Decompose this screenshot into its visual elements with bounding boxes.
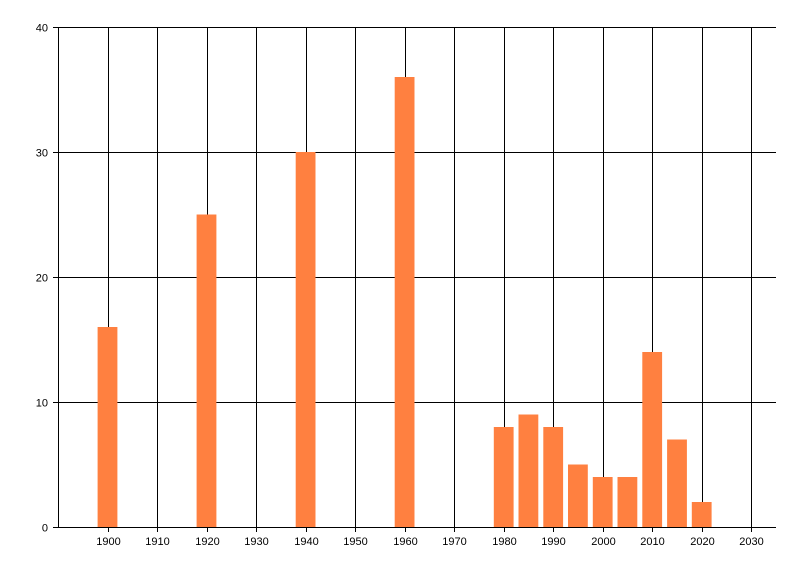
bar-1900 <box>97 327 118 527</box>
x-tick-label-1900: 1900 <box>96 536 120 548</box>
bar-1920 <box>196 214 217 527</box>
x-tick-label-1950: 1950 <box>343 536 367 548</box>
x-tick-label-1910: 1910 <box>145 536 169 548</box>
x-tick-label-1970: 1970 <box>442 536 466 548</box>
bar-1995 <box>568 464 588 527</box>
x-tick-label-1920: 1920 <box>195 536 219 548</box>
bar-1940 <box>295 152 316 527</box>
y-tick-label-40: 40 <box>36 23 48 35</box>
x-tick-label-2010: 2010 <box>640 536 664 548</box>
x-tick-label-1980: 1980 <box>492 536 516 548</box>
x-tick-label-1930: 1930 <box>244 536 268 548</box>
y-tick-label-20: 20 <box>36 273 48 285</box>
y-tick-label-10: 10 <box>36 398 48 410</box>
bar-1990 <box>543 427 564 527</box>
bars <box>97 77 712 527</box>
bar-1980 <box>493 427 514 527</box>
x-tick-label-1990: 1990 <box>541 536 565 548</box>
x-tick-label-1960: 1960 <box>393 536 417 548</box>
x-tick-label-2030: 2030 <box>739 536 763 548</box>
bar-1960 <box>394 77 415 527</box>
bar-2015 <box>667 439 687 527</box>
bar-2005 <box>617 477 638 527</box>
axes <box>58 27 776 528</box>
x-tick-label-2020: 2020 <box>690 536 714 548</box>
y-tick-label-30: 30 <box>36 148 48 160</box>
bar-2000 <box>592 477 613 527</box>
y-tick-label-0: 0 <box>42 523 48 535</box>
bar-2010 <box>642 352 663 527</box>
x-tick-label-2000: 2000 <box>591 536 615 548</box>
x-tick-labels: 1900 1910 1920 1930 1940 1950 1960 1970 1980 1990… <box>96 536 763 548</box>
bar-1985 <box>518 414 539 527</box>
x-tick-label-1940: 1940 <box>294 536 318 548</box>
y-tick-labels: 0 10 20 30 40 <box>36 23 48 535</box>
bar-2020 <box>691 502 712 527</box>
